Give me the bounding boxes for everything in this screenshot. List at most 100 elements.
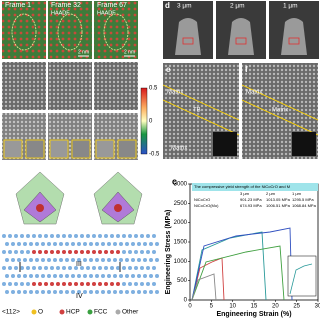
atom <box>20 234 24 238</box>
atom <box>95 242 99 246</box>
panel-label: f <box>245 65 248 74</box>
atom <box>2 282 6 286</box>
atom <box>74 250 78 254</box>
atom <box>116 282 120 286</box>
atom <box>38 282 42 286</box>
boundary <box>241 84 319 121</box>
atom <box>71 290 75 294</box>
inset <box>117 139 137 159</box>
atom <box>134 234 138 238</box>
atom <box>98 250 102 254</box>
x-tick-label: 10 <box>229 304 236 310</box>
atom <box>128 266 132 270</box>
atom <box>74 266 78 270</box>
detector-label: HAADF <box>51 10 70 16</box>
scale-bar-label: 2 nm <box>124 49 135 55</box>
atom <box>38 266 42 270</box>
colorbar-tick-label: -0.5 <box>149 152 160 158</box>
atom <box>35 274 39 278</box>
atom <box>152 282 156 286</box>
atom <box>68 250 72 254</box>
x-tick-label: 25 <box>293 304 300 310</box>
legend-swatch <box>115 309 121 315</box>
atom <box>23 258 27 262</box>
atom <box>155 274 159 278</box>
atom <box>89 290 93 294</box>
atom <box>50 282 54 286</box>
atom <box>128 282 132 286</box>
atom <box>68 282 72 286</box>
legend-swatch <box>59 309 65 315</box>
atom <box>74 234 78 238</box>
atom <box>80 234 84 238</box>
atom <box>26 250 30 254</box>
atom <box>131 274 135 278</box>
colorbar <box>140 87 148 155</box>
atom <box>140 266 144 270</box>
atom <box>65 258 69 262</box>
atom <box>95 274 99 278</box>
atom <box>29 274 33 278</box>
atom <box>155 242 159 246</box>
atom <box>137 242 141 246</box>
atom <box>113 258 117 262</box>
atom <box>23 290 27 294</box>
atom <box>83 242 87 246</box>
panel-label: c <box>172 176 177 186</box>
inset-curve <box>289 263 313 295</box>
atom <box>71 274 75 278</box>
inset <box>49 139 69 159</box>
atom <box>5 274 9 278</box>
atom <box>35 242 39 246</box>
boundary <box>162 84 240 121</box>
atom <box>56 282 60 286</box>
atom <box>155 258 159 262</box>
atom <box>80 266 84 270</box>
panel-label: e <box>166 65 171 74</box>
region-label: Matrix <box>167 90 183 96</box>
atom <box>2 234 6 238</box>
atom <box>53 290 57 294</box>
legend-label: Other <box>122 309 139 316</box>
atom <box>65 242 69 246</box>
atom <box>122 250 126 254</box>
atom <box>68 266 72 270</box>
atom <box>146 250 150 254</box>
table-cell: 1013.05 MPa <box>266 197 291 202</box>
atom <box>119 290 123 294</box>
colorbar-tick-label: 0.5 <box>149 86 158 92</box>
region-label: Matrix <box>272 108 288 114</box>
atom <box>95 290 99 294</box>
stress-strain-curve <box>191 257 225 301</box>
atom <box>149 274 153 278</box>
atom <box>41 290 45 294</box>
atom <box>41 258 45 262</box>
atom <box>149 290 153 294</box>
atom <box>5 258 9 262</box>
region-outline <box>11 13 37 51</box>
atom <box>41 242 45 246</box>
atom <box>137 274 141 278</box>
atom <box>107 258 111 262</box>
atom <box>86 282 90 286</box>
atom <box>152 266 156 270</box>
atom <box>143 290 147 294</box>
scale-bar-label: 2 µm <box>230 3 245 10</box>
atom <box>113 290 117 294</box>
pillar <box>281 18 307 55</box>
fft-inset <box>292 132 316 156</box>
hrtem-image <box>94 62 138 110</box>
atom <box>14 234 18 238</box>
inset <box>25 139 45 159</box>
x-tick-label: 0 <box>188 304 192 310</box>
inset <box>71 139 91 159</box>
atom <box>146 282 150 286</box>
atom <box>71 258 75 262</box>
table-title: The compressive yield strength of the Ni… <box>194 184 290 189</box>
atom <box>110 266 114 270</box>
atom <box>50 250 54 254</box>
inset-plot <box>287 255 317 297</box>
table-cell: 1295.5 MPa <box>292 197 314 202</box>
boundary <box>241 99 319 136</box>
atom <box>137 290 141 294</box>
